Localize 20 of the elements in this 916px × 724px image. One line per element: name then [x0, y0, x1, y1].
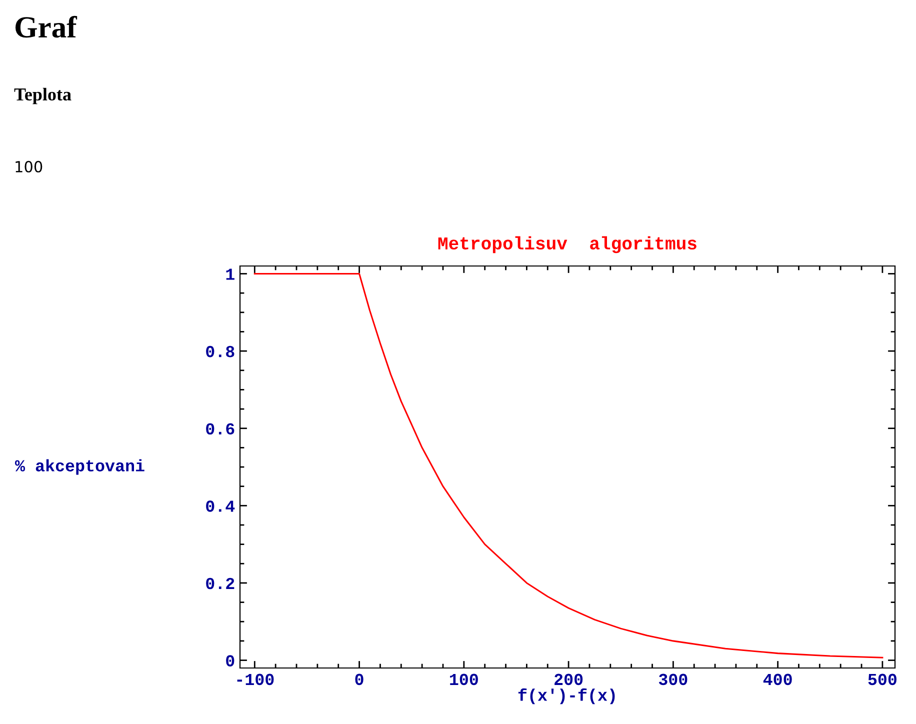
text: Metropolisuv algoritmus [438, 236, 696, 254]
y-tick-label: 0.8 [206, 346, 234, 358]
text: 100 [16, 160, 42, 172]
x-tick-label: 300 [658, 674, 688, 686]
text: Teplota [14, 88, 72, 104]
x-tick-label: -100 [237, 674, 274, 686]
x-tick-label: 200 [554, 674, 583, 686]
y-tick-label: 0.6 [206, 423, 234, 435]
x-axis-title: f(x')-f(x) [518, 688, 615, 704]
y-tick-label: 0 [226, 655, 234, 666]
y-tick-label: 0.4 [206, 500, 235, 512]
chart-title: Graf [15, 16, 78, 38]
x-tick-label: 400 [763, 674, 792, 686]
x-tick-label: 500 [868, 674, 896, 686]
x-tick-label: 100 [450, 674, 478, 686]
line-series [254, 272, 884, 658]
x-tick-label: 0 [355, 674, 364, 686]
y-tick-label: 1 [226, 268, 234, 280]
y-axis-title: % akceptovani [15, 459, 144, 475]
y-tick-label: 0.2 [206, 578, 234, 590]
